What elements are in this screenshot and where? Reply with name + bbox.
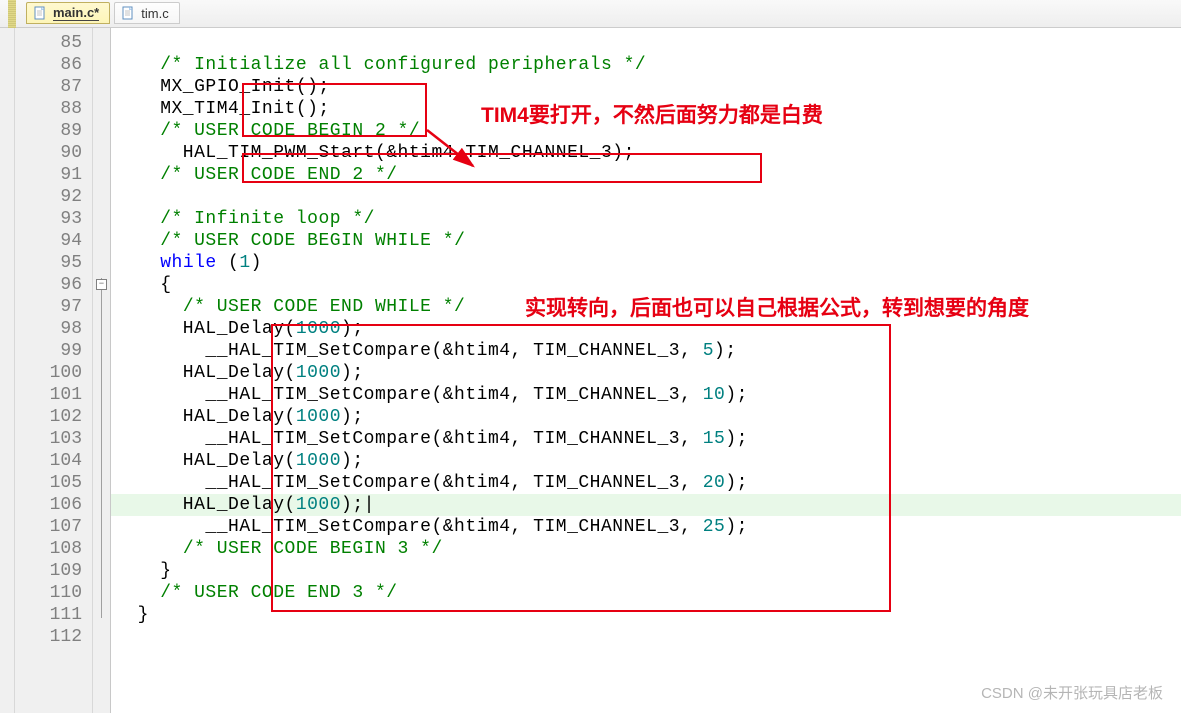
code-line[interactable]: /* USER CODE END 2 */ [111, 164, 1181, 186]
code-line[interactable]: __HAL_TIM_SetCompare(&htim4, TIM_CHANNEL… [111, 472, 1181, 494]
code-line[interactable]: HAL_TIM_PWM_Start(&htim4,TIM_CHANNEL_3); [111, 142, 1181, 164]
line-number: 95 [15, 252, 92, 274]
line-number: 98 [15, 318, 92, 340]
code-line[interactable]: __HAL_TIM_SetCompare(&htim4, TIM_CHANNEL… [111, 516, 1181, 538]
code-line[interactable] [111, 626, 1181, 648]
code-line[interactable]: __HAL_TIM_SetCompare(&htim4, TIM_CHANNEL… [111, 428, 1181, 450]
line-number: 90 [15, 142, 92, 164]
line-number: 88 [15, 98, 92, 120]
line-number: 89 [15, 120, 92, 142]
tab-mainc[interactable]: main.c* [26, 2, 110, 24]
fold-gutter: − [93, 28, 111, 713]
toolbar-grip [8, 0, 16, 28]
line-number-gutter: 8586878889909192939495969798991001011021… [15, 28, 93, 713]
code-line[interactable]: MX_GPIO_Init(); [111, 76, 1181, 98]
tab-label: tim.c [141, 6, 168, 21]
line-number: 101 [15, 384, 92, 406]
line-number: 107 [15, 516, 92, 538]
line-number: 104 [15, 450, 92, 472]
tab-bar: main.c* tim.c [0, 0, 1181, 28]
code-line[interactable] [111, 32, 1181, 54]
code-line[interactable]: /* USER CODE END 3 */ [111, 582, 1181, 604]
line-number: 109 [15, 560, 92, 582]
code-line[interactable]: } [111, 604, 1181, 626]
marker-gutter [0, 28, 15, 713]
line-number: 86 [15, 54, 92, 76]
line-number: 99 [15, 340, 92, 362]
code-line[interactable]: HAL_Delay(1000);| [111, 494, 1181, 516]
line-number: 103 [15, 428, 92, 450]
line-number: 106 [15, 494, 92, 516]
code-area[interactable]: /* Initialize all configured peripherals… [111, 28, 1181, 713]
line-number: 102 [15, 406, 92, 428]
line-number: 87 [15, 76, 92, 98]
line-number: 110 [15, 582, 92, 604]
code-line[interactable]: } [111, 560, 1181, 582]
editor: 8586878889909192939495969798991001011021… [0, 28, 1181, 713]
tab-timc[interactable]: tim.c [114, 2, 179, 24]
tab-label: main.c* [53, 5, 99, 21]
code-line[interactable]: HAL_Delay(1000); [111, 450, 1181, 472]
line-number: 105 [15, 472, 92, 494]
line-number: 93 [15, 208, 92, 230]
annotation-text: TIM4要打开，不然后面努力都是白费 [481, 99, 823, 129]
annotation-text: 实现转向，后面也可以自己根据公式，转到想要的角度 [525, 292, 1029, 322]
line-number: 85 [15, 32, 92, 54]
file-icon [33, 6, 47, 20]
code-line[interactable]: /* Infinite loop */ [111, 208, 1181, 230]
line-number: 108 [15, 538, 92, 560]
code-line[interactable]: __HAL_TIM_SetCompare(&htim4, TIM_CHANNEL… [111, 384, 1181, 406]
line-number: 91 [15, 164, 92, 186]
line-number: 97 [15, 296, 92, 318]
line-number: 100 [15, 362, 92, 384]
code-line[interactable]: __HAL_TIM_SetCompare(&htim4, TIM_CHANNEL… [111, 340, 1181, 362]
file-icon [121, 6, 135, 20]
code-line[interactable] [111, 186, 1181, 208]
line-number: 92 [15, 186, 92, 208]
code-line[interactable]: HAL_Delay(1000); [111, 362, 1181, 384]
fold-toggle[interactable]: − [96, 279, 107, 290]
code-line[interactable]: /* USER CODE BEGIN WHILE */ [111, 230, 1181, 252]
line-number: 111 [15, 604, 92, 626]
watermark: CSDN @未开张玩具店老板 [981, 682, 1163, 703]
code-line[interactable]: HAL_Delay(1000); [111, 406, 1181, 428]
line-number: 112 [15, 626, 92, 648]
fold-guide-line [101, 278, 102, 618]
code-line[interactable]: /* USER CODE BEGIN 3 */ [111, 538, 1181, 560]
line-number: 94 [15, 230, 92, 252]
code-line[interactable]: while (1) [111, 252, 1181, 274]
line-number: 96 [15, 274, 92, 296]
code-line[interactable]: /* Initialize all configured peripherals… [111, 54, 1181, 76]
